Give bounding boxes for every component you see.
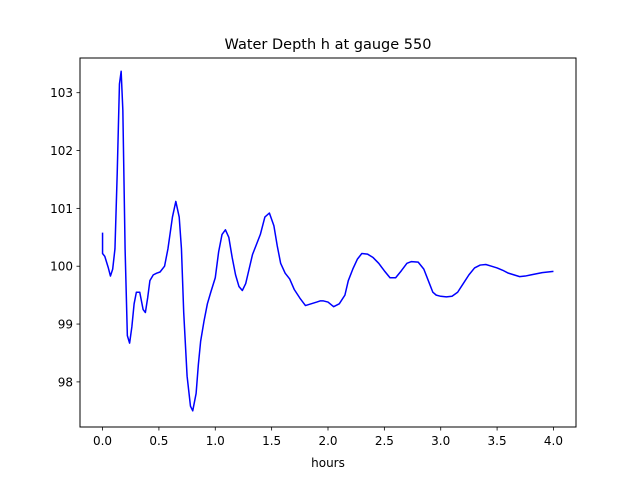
x-tick-label: 0.0 (93, 434, 112, 448)
x-tick-label: 2.5 (375, 434, 394, 448)
y-tick-label: 103 (50, 86, 73, 100)
chart-title: Water Depth h at gauge 550 (225, 37, 432, 53)
x-axis: 0.0 0.5 1.0 1.5 2.0 2.5 3.0 3.5 4.0 (93, 427, 563, 448)
series-line (101, 70, 554, 412)
x-tick-label: 3.5 (488, 434, 507, 448)
y-tick-label: 101 (50, 202, 73, 216)
x-tick-label: 1.0 (206, 434, 225, 448)
x-tick-label: 2.0 (318, 434, 337, 448)
y-tick-label: 100 (50, 260, 73, 274)
x-axis-label: hours (311, 456, 345, 470)
y-tick-label: 102 (50, 144, 73, 158)
x-tick-label: 1.5 (262, 434, 281, 448)
x-tick-label: 0.5 (149, 434, 168, 448)
y-axis: 98 99 100 101 102 103 (50, 86, 80, 389)
x-tick-label: 4.0 (544, 434, 563, 448)
x-tick-label: 3.0 (431, 434, 450, 448)
y-tick-label: 98 (58, 375, 73, 389)
y-tick-label: 99 (58, 318, 73, 332)
